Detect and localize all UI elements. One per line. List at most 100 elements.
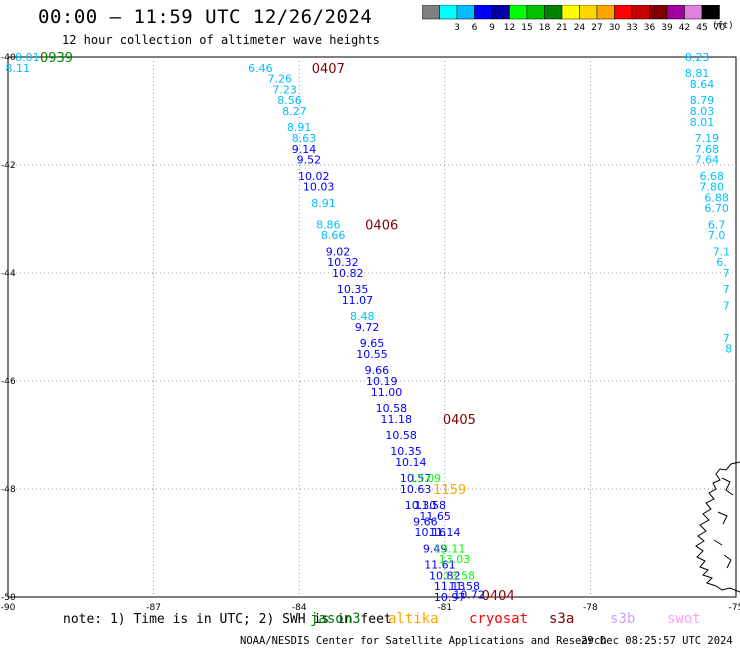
wave-height-label: 11.18 [381, 413, 413, 426]
pass-time-label: 0939 [40, 51, 73, 66]
wave-height-label: 6. [716, 256, 727, 269]
wave-height-label: 8.79 [690, 94, 715, 107]
latitude-tick-label: -44 [1, 269, 16, 279]
wave-height-label: 11.58 [448, 580, 480, 593]
wave-height-label: 11.58 [414, 499, 446, 512]
colorbar-tick-label: 30 [609, 23, 621, 33]
wave-height-label: 10.03 [303, 181, 335, 194]
wave-height-label: 10.97 [434, 591, 466, 604]
wave-height-label: 10.82 [429, 569, 461, 582]
wave-height-label: 7.0 [708, 229, 726, 242]
wave-height-label: 8.81 [685, 67, 710, 80]
colorbar-tick-label: 42 [679, 23, 690, 33]
wave-height-label: 6.70 [704, 202, 729, 215]
wave-height-label: 10.57 [400, 472, 432, 485]
colorbar-tick-label: 12 [504, 23, 515, 33]
wave-height-label: 8.91 [287, 121, 312, 134]
wave-height-label: 10.30 [405, 499, 437, 512]
colorbar-tick-label: 3 [454, 23, 460, 33]
map-frame [7, 56, 737, 598]
colorbar-tick-label: 36 [644, 23, 656, 33]
wave-height-label: 8.01 [690, 116, 715, 129]
wave-height-label: 7.19 [695, 132, 720, 145]
wave-height-label: 8.27 [282, 105, 307, 118]
wave-height-label: 9.72 [355, 321, 380, 334]
wave-height-label: 7.26 [268, 73, 293, 86]
wave-height-label: 8.56 [277, 94, 302, 107]
wave-height-label: 6.68 [699, 170, 724, 183]
latitude-tick-label: -42 [1, 161, 16, 171]
wave-height-label: 10.35 [337, 283, 369, 296]
wave-height-label: 10.55 [356, 348, 388, 361]
wave-height-label: 9.66 [413, 515, 438, 528]
wave-height-label: 8.86 [316, 218, 341, 231]
wave-height-label: 9.49 [423, 542, 448, 555]
colorbar-tick-label: 15 [521, 23, 532, 33]
pass-time-label: 0405 [443, 413, 476, 428]
wave-height-label: 11.07 [342, 294, 374, 307]
colorbar-tick-label: 45 [696, 23, 707, 33]
wave-height-label: 10.63 [400, 483, 432, 496]
footer-note: note: 1) Time is in UTC; 2) SWH is in fe… [63, 612, 392, 627]
wave-height-label: 10.72 [453, 588, 485, 601]
wave-height-label: 7.23 [272, 83, 297, 96]
wave-height-label: 10.35 [390, 445, 422, 458]
wave-height-label: 8.11 [5, 62, 30, 75]
map-subtitle: 12 hour collection of altimeter wave hei… [62, 33, 380, 47]
wave-height-label: 7 [723, 283, 730, 296]
wave-height-label: 7 [723, 299, 730, 312]
satellite-legend-s3b: s3b [610, 611, 636, 627]
wave-height-label: 7.64 [695, 154, 720, 167]
colorbar-tick-label: 27 [591, 23, 602, 33]
wave-height-label: 9.66 [365, 364, 390, 377]
wave-height-label: 9.52 [297, 154, 322, 167]
longitude-tick-label: -81 [437, 603, 452, 613]
longitude-tick-label: -90 [1, 603, 16, 613]
wave-height-label: 13.03 [439, 553, 471, 566]
satellite-legend-swot: swot [667, 611, 701, 627]
coastline [695, 461, 740, 593]
colorbar-tick-label: 6 [472, 23, 478, 33]
credit-line: NOAA/NESDIS Center for Satellite Applica… [240, 635, 607, 647]
satellite-legend-s3a: s3a [549, 611, 575, 627]
colorbar-unit: (ft) [712, 21, 734, 31]
wave-height-label: 8.01 [15, 51, 40, 64]
wave-height-label: 11.65 [419, 510, 451, 523]
wave-height-label: 8.48 [350, 310, 375, 323]
satellite-legend-cryosat: cryosat [469, 611, 529, 627]
longitude-tick-label: -75 [729, 603, 740, 613]
wave-height-label: 7.1 [713, 245, 731, 258]
wave-height-label: 8.64 [690, 78, 715, 91]
wave-height-label: 11.00 [371, 386, 403, 399]
wave-height-label: 8.91 [311, 197, 336, 210]
colorbar-swatch [701, 5, 720, 20]
wave-height-label: 10.14 [395, 456, 427, 469]
colorbar-tick-label: 70 [714, 23, 726, 33]
colorbar-tick-label: 21 [556, 23, 567, 33]
wave-height-label: 11.13 [434, 580, 466, 593]
longitude-tick-label: -78 [583, 603, 598, 613]
wave-height-label: 9.02 [326, 245, 351, 258]
pass-time-label: 1159 [433, 483, 466, 498]
wave-height-label: 11.14 [429, 526, 461, 539]
wave-height-label: 13.58 [444, 569, 476, 582]
pass-time-label: 0406 [365, 218, 398, 233]
pass-time-label: 0404 [482, 589, 515, 604]
wave-height-label: 13.09 [410, 472, 442, 485]
wave-height-label: 10.82 [332, 267, 364, 280]
map-title: 00:00 – 11:59 UTC 12/26/2024 [38, 6, 373, 28]
latitude-tick-label: -50 [1, 593, 16, 603]
wave-height-label: 8.03 [690, 105, 715, 118]
wave-height-label: 8 [725, 343, 732, 356]
colorbar-tick-label: 18 [539, 23, 551, 33]
colorbar-legend: 3 6 9 12 15 18 21 24 27 30 33 36 39 42 45 70 [422, 5, 726, 33]
colorbar-tick-label: 9 [489, 23, 495, 33]
longitude-tick-label: -87 [146, 603, 161, 613]
wave-height-label: 6.46 [248, 62, 273, 75]
latitude-tick-label: -46 [1, 377, 16, 387]
wave-height-label: 7 [723, 267, 730, 280]
wave-height-label: 9.65 [360, 337, 385, 350]
wave-height-label: 7 [723, 332, 730, 345]
wave-height-label: 13.11 [434, 542, 466, 555]
